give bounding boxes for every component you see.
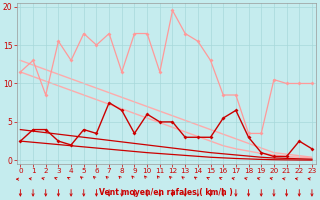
X-axis label: Vent moyen/en rafales ( km/h ): Vent moyen/en rafales ( km/h )	[99, 188, 233, 197]
